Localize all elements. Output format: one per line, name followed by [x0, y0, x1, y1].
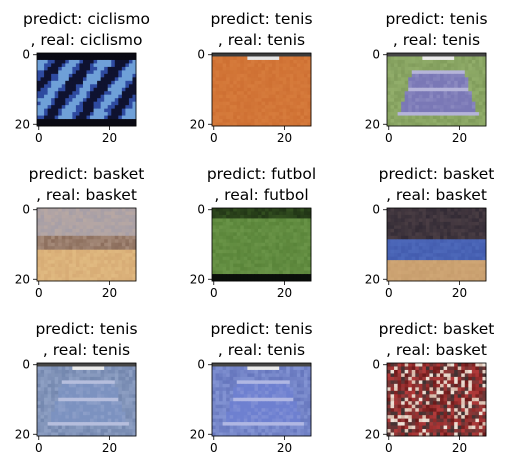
x-tick-label: 0 — [385, 131, 393, 145]
panel-title-predict: predict: tenis — [35, 320, 137, 338]
x-tick-label: 20 — [102, 131, 117, 145]
axes-frame — [36, 52, 137, 127]
panel: predict: basket , real: basket 0 20 0 20 — [15, 165, 145, 300]
x-tick-label: 0 — [385, 286, 393, 300]
thumbnail-image — [387, 53, 487, 127]
axes-frame — [211, 52, 312, 127]
panel: predict: basket , real: basket 0 20 0 20 — [365, 165, 495, 300]
panel-title-real: , real: basket — [386, 186, 487, 204]
axes-frame — [386, 52, 487, 127]
x-tick-label: 20 — [277, 131, 292, 145]
panel-title-predict: predict: tenis — [210, 10, 312, 28]
y-tick-label: 0 — [22, 203, 30, 217]
x-tick-label: 0 — [210, 131, 218, 145]
axes-frame — [386, 362, 487, 437]
y-tick-label: 0 — [197, 203, 205, 217]
x-tick-label: 20 — [277, 441, 292, 455]
axes-frame — [211, 207, 312, 282]
x-tick-label: 0 — [35, 441, 43, 455]
y-tick-label: 0 — [372, 203, 380, 217]
y-tick-label: 0 — [372, 48, 380, 62]
x-tick-label: 20 — [452, 286, 467, 300]
y-tick-label: 20 — [15, 427, 30, 441]
y-tick-label: 20 — [190, 427, 205, 441]
thumbnail-image — [212, 363, 312, 437]
panel-title-real: , real: futbol — [214, 186, 308, 204]
panel: predict: tenis , real: tenis 0 20 0 20 — [365, 10, 488, 145]
y-tick-label: 0 — [197, 48, 205, 62]
panel-title-predict: predict: basket — [379, 165, 495, 183]
x-tick-label: 0 — [210, 286, 218, 300]
panel-title-predict: predict: basket — [379, 320, 495, 338]
x-tick-label: 20 — [102, 286, 117, 300]
thumbnail-image — [37, 53, 137, 127]
x-tick-label: 20 — [277, 286, 292, 300]
panel: predict: tenis , real: tenis 0 20 0 20 — [190, 10, 313, 145]
panel-title-real: , real: basket — [386, 341, 487, 359]
thumbnail-image — [212, 53, 312, 127]
panel: predict: futbol , real: futbol 0 20 0 20 — [190, 165, 316, 300]
y-tick-label: 20 — [365, 272, 380, 286]
panel-title-predict: predict: ciclismo — [23, 10, 150, 28]
y-tick-label: 20 — [190, 272, 205, 286]
y-tick-label: 20 — [365, 427, 380, 441]
thumbnail-image — [387, 208, 487, 282]
x-tick-label: 20 — [102, 441, 117, 455]
axes-frame — [386, 207, 487, 282]
panel-title-real: , real: tenis — [218, 31, 305, 49]
thumbnail-image — [37, 208, 137, 282]
y-tick-label: 20 — [190, 117, 205, 131]
axes-frame — [211, 362, 312, 437]
y-tick-label: 0 — [22, 48, 30, 62]
panel-title-real: , real: tenis — [43, 341, 130, 359]
panel-title-predict: predict: futbol — [207, 165, 316, 183]
panel: predict: tenis , real: tenis 0 20 0 20 — [190, 320, 313, 455]
axes-frame — [36, 362, 137, 437]
panel-title-predict: predict: tenis — [385, 10, 487, 28]
panel: predict: basket , real: basket 0 20 0 20 — [365, 320, 495, 455]
y-tick-label: 20 — [15, 117, 30, 131]
axes-frame — [36, 207, 137, 282]
panel-title-real: , real: tenis — [393, 31, 480, 49]
y-tick-label: 20 — [15, 272, 30, 286]
panel-title-real: , real: basket — [36, 186, 137, 204]
panel-title-predict: predict: basket — [29, 165, 145, 183]
x-tick-label: 0 — [35, 131, 43, 145]
y-tick-label: 0 — [22, 358, 30, 372]
panel-title-real: , real: tenis — [218, 341, 305, 359]
x-tick-label: 0 — [210, 441, 218, 455]
y-tick-label: 0 — [372, 358, 380, 372]
panel: predict: tenis , real: tenis 0 20 0 20 — [15, 320, 138, 455]
y-tick-label: 0 — [197, 358, 205, 372]
panel-title-predict: predict: tenis — [210, 320, 312, 338]
x-tick-label: 0 — [385, 441, 393, 455]
thumbnail-image — [387, 363, 487, 437]
panel-title-real: , real: ciclismo — [31, 31, 143, 49]
y-tick-label: 20 — [365, 117, 380, 131]
x-tick-label: 20 — [452, 131, 467, 145]
x-tick-label: 20 — [452, 441, 467, 455]
x-tick-label: 0 — [35, 286, 43, 300]
thumbnail-image — [37, 363, 137, 437]
thumbnail-image — [212, 208, 312, 282]
